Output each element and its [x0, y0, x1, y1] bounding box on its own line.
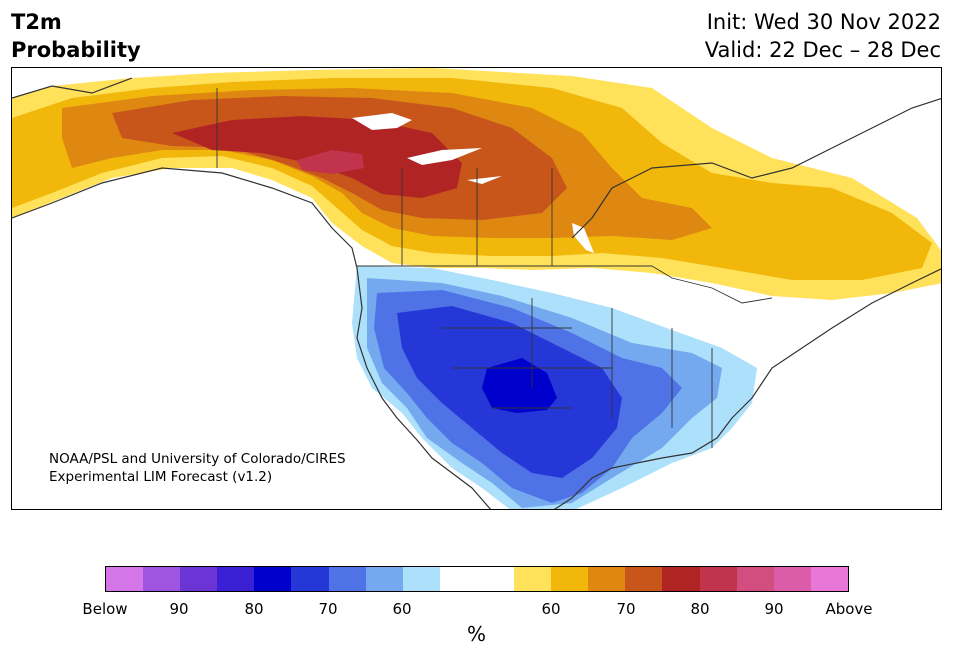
colorbar-swatch: [551, 567, 589, 591]
colorbar-swatch: [291, 567, 329, 591]
title-line-1: T2m: [11, 10, 62, 34]
colorbar-swatch: [662, 567, 700, 591]
political-borders: [216, 88, 773, 448]
colorbar-swatch: [328, 567, 366, 591]
lake-great-slave: [407, 148, 482, 165]
lake-great-bear: [352, 113, 412, 130]
colorbar: [105, 566, 849, 592]
probability-map: [11, 67, 942, 510]
colorbar-swatch: [143, 567, 181, 591]
colorbar-swatch: [699, 567, 737, 591]
credit-text: NOAA/PSL and University of Colorado/CIRE…: [49, 450, 346, 486]
coastlines: [12, 77, 941, 509]
tick-label-above-80: 80: [690, 600, 710, 618]
colorbar-swatch: [736, 567, 774, 591]
colorbar-ticks: [105, 592, 849, 600]
tick-label-below-70: 70: [318, 600, 338, 618]
colorbar-swatch: [625, 567, 663, 591]
us-cold-core: [482, 358, 557, 413]
tick-label-below-80: 80: [244, 600, 264, 618]
colorbar-swatch: [402, 567, 440, 591]
map-title: T2m Probability: [11, 8, 141, 64]
colorbar-swatch: [180, 567, 218, 591]
tick-label-above-60: 60: [541, 600, 561, 618]
tick-label-above-90: 90: [764, 600, 784, 618]
colorbar-swatch: [217, 567, 255, 591]
colorbar-swatch: [254, 567, 292, 591]
tick-label-below-60: 60: [392, 600, 412, 618]
map-svg: [12, 68, 941, 509]
tick-label-above-70: 70: [616, 600, 636, 618]
credit-line-2: Experimental LIM Forecast (v1.2): [49, 469, 273, 485]
colorbar-swatch: [476, 567, 515, 591]
colorbar-swatch: [773, 567, 811, 591]
tick-label-below: Below: [82, 600, 128, 618]
colorbar-swatch: [588, 567, 626, 591]
colorbar-swatch: [514, 567, 552, 591]
valid-range: Valid: 22 Dec – 28 Dec: [704, 38, 941, 62]
colorbar-swatch: [810, 567, 848, 591]
colorbar-swatch: [439, 567, 477, 591]
tick-label-above: Above: [825, 600, 873, 618]
colorbar-swatch: [365, 567, 403, 591]
forecast-dates: Init: Wed 30 Nov 2022 Valid: 22 Dec – 28…: [705, 8, 941, 64]
lake-athabasca: [467, 176, 502, 184]
tick-label-below-90: 90: [169, 600, 189, 618]
init-date: Init: Wed 30 Nov 2022: [706, 10, 941, 34]
colorbar-swatch: [106, 567, 144, 591]
lake-winnipeg: [572, 223, 594, 253]
title-line-2: Probability: [11, 38, 141, 62]
credit-line-1: NOAA/PSL and University of Colorado/CIRE…: [49, 451, 346, 467]
canada-warm-core: [297, 150, 364, 174]
unit-label: %: [467, 622, 487, 646]
